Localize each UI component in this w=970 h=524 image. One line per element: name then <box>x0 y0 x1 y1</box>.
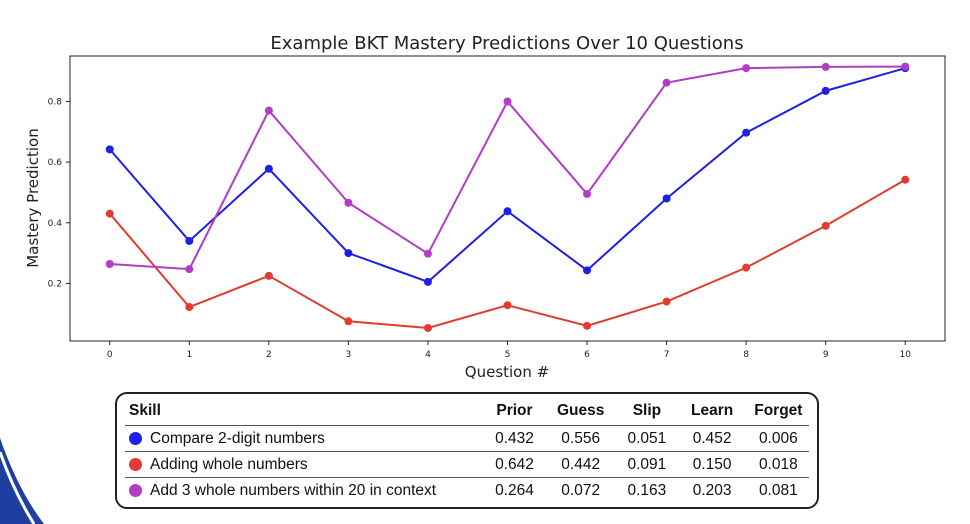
x-tick-label: 7 <box>664 350 670 360</box>
legend-dot-blue-icon <box>129 432 142 445</box>
y-tick-label: 0.8 <box>48 97 63 107</box>
data-point <box>901 62 910 71</box>
guess-value: 0.556 <box>561 429 601 447</box>
data-point <box>264 106 273 115</box>
data-point <box>503 301 512 310</box>
table-row: Compare 2-digit numbers 0.432 0.556 0.05… <box>125 425 809 451</box>
data-point <box>185 265 194 274</box>
table-row: Adding whole numbers 0.642 0.442 0.091 0… <box>125 451 809 477</box>
data-point <box>105 209 114 218</box>
data-point <box>105 145 114 154</box>
data-point <box>503 207 512 216</box>
series-1 <box>105 175 910 332</box>
data-point <box>821 221 830 230</box>
prior-value: 0.432 <box>495 429 534 447</box>
header-slip: Slip <box>632 401 662 419</box>
header-learn: Learn <box>691 401 734 419</box>
data-point <box>662 297 671 306</box>
data-point <box>821 86 830 95</box>
data-point <box>742 128 751 137</box>
series-layer <box>105 62 910 332</box>
data-point <box>264 271 273 280</box>
table-row: Add 3 whole numbers within 20 in context… <box>125 477 809 503</box>
data-point <box>503 97 512 106</box>
data-point <box>662 194 671 203</box>
series-line <box>109 65 906 271</box>
x-tick-label: 3 <box>346 350 352 360</box>
forget-value: 0.018 <box>758 455 798 473</box>
slip-value: 0.163 <box>627 481 667 499</box>
guess-value: 0.442 <box>561 455 601 473</box>
header-forget: Forget <box>754 401 803 419</box>
x-tick-label: 9 <box>823 350 829 360</box>
legend-dot-red-icon <box>129 458 142 471</box>
x-axis: 0 1 2 3 4 5 6 7 8 9 10 <box>107 341 911 360</box>
x-tick-label: 4 <box>425 350 431 360</box>
forget-value: 0.081 <box>758 481 798 499</box>
data-point <box>185 236 194 245</box>
data-point <box>423 277 432 286</box>
x-axis-label: Question # <box>465 363 549 381</box>
guess-value: 0.072 <box>561 481 601 499</box>
data-point <box>423 323 432 332</box>
y-tick-label: 0.6 <box>48 158 63 168</box>
y-axis: 0.2 0.4 0.6 0.8 <box>48 97 70 289</box>
forget-value: 0.006 <box>758 429 798 447</box>
prior-value: 0.642 <box>495 455 534 473</box>
x-tick-label: 8 <box>743 350 749 360</box>
x-tick-label: 5 <box>505 350 511 360</box>
x-tick-label: 1 <box>186 350 192 360</box>
skill-name: Add 3 whole numbers within 20 in context <box>150 481 437 499</box>
data-point <box>901 175 910 184</box>
prior-value: 0.264 <box>495 481 534 499</box>
mastery-line-chart: Example BKT Mastery Predictions Over 10 … <box>24 33 946 381</box>
slip-value: 0.091 <box>627 455 667 473</box>
slip-value: 0.051 <box>627 429 667 447</box>
data-point <box>105 259 114 268</box>
skill-name: Adding whole numbers <box>150 455 308 473</box>
data-point <box>583 321 592 330</box>
data-point <box>821 62 830 71</box>
data-point <box>344 317 353 326</box>
y-tick-label: 0.4 <box>48 219 63 229</box>
x-tick-label: 0 <box>107 350 113 360</box>
data-point <box>185 303 194 312</box>
data-point <box>662 78 671 87</box>
data-point <box>742 64 751 73</box>
learn-value: 0.150 <box>692 455 732 473</box>
blue-corner-arc <box>0 438 44 524</box>
y-tick-label: 0.2 <box>48 279 62 289</box>
data-point <box>742 263 751 272</box>
table-header-row: Skill Prior Guess Slip Learn Forget <box>125 398 809 425</box>
header-guess: Guess <box>556 401 605 419</box>
data-point <box>344 198 353 207</box>
learn-value: 0.452 <box>692 429 732 447</box>
header-skill: Skill <box>129 401 161 419</box>
header-prior: Prior <box>496 401 533 419</box>
data-point <box>583 189 592 198</box>
skill-name: Compare 2-digit numbers <box>150 429 325 447</box>
data-point <box>583 266 592 275</box>
legend-dot-purple-icon <box>129 484 142 497</box>
data-point <box>264 164 273 173</box>
data-point <box>344 249 353 258</box>
learn-value: 0.203 <box>692 481 732 499</box>
x-tick-label: 10 <box>900 350 912 360</box>
series-2 <box>105 62 910 274</box>
data-point <box>423 249 432 258</box>
y-axis-label: Mastery Prediction <box>24 128 42 267</box>
x-tick-label: 2 <box>266 350 272 360</box>
corner-arc-highlight <box>0 451 36 524</box>
chart-title: Example BKT Mastery Predictions Over 10 … <box>270 33 743 54</box>
x-tick-label: 6 <box>584 350 590 360</box>
bkt-parameter-table: Skill Prior Guess Slip Learn Forget Comp… <box>115 392 819 509</box>
series-0 <box>105 64 910 286</box>
